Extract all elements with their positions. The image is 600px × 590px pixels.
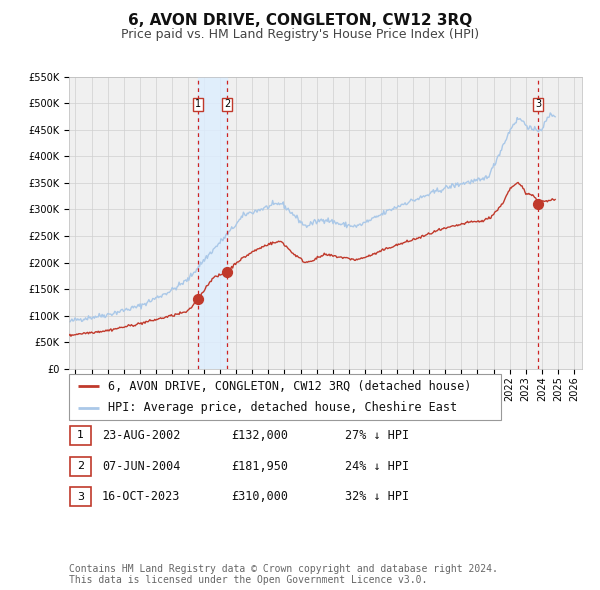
Text: Contains HM Land Registry data © Crown copyright and database right 2024.
This d: Contains HM Land Registry data © Crown c…	[69, 563, 498, 585]
Text: 27% ↓ HPI: 27% ↓ HPI	[345, 429, 409, 442]
Text: 6, AVON DRIVE, CONGLETON, CW12 3RQ: 6, AVON DRIVE, CONGLETON, CW12 3RQ	[128, 13, 472, 28]
Text: 16-OCT-2023: 16-OCT-2023	[102, 490, 181, 503]
Bar	[198, 77, 227, 369]
Point	[223, 267, 232, 277]
Point	[193, 294, 203, 303]
Text: 1: 1	[195, 100, 202, 109]
Text: 1: 1	[77, 431, 84, 440]
Text: 6, AVON DRIVE, CONGLETON, CW12 3RQ (detached house): 6, AVON DRIVE, CONGLETON, CW12 3RQ (deta…	[108, 380, 471, 393]
Text: 07-JUN-2004: 07-JUN-2004	[102, 460, 181, 473]
Text: 2: 2	[77, 461, 84, 471]
Text: HPI: Average price, detached house, Cheshire East: HPI: Average price, detached house, Ches…	[108, 401, 457, 414]
Text: 2: 2	[224, 100, 230, 109]
Text: 32% ↓ HPI: 32% ↓ HPI	[345, 490, 409, 503]
Text: 3: 3	[77, 492, 84, 502]
Text: £310,000: £310,000	[231, 490, 288, 503]
Text: 3: 3	[535, 100, 541, 109]
Text: £181,950: £181,950	[231, 460, 288, 473]
Text: Price paid vs. HM Land Registry's House Price Index (HPI): Price paid vs. HM Land Registry's House …	[121, 28, 479, 41]
Text: 23-AUG-2002: 23-AUG-2002	[102, 429, 181, 442]
Text: 24% ↓ HPI: 24% ↓ HPI	[345, 460, 409, 473]
Text: £132,000: £132,000	[231, 429, 288, 442]
Point	[533, 199, 543, 209]
